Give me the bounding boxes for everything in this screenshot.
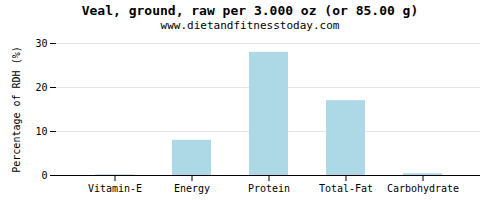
svg-text:20: 20	[35, 82, 47, 93]
svg-text:Percentage of RDH (%): Percentage of RDH (%)	[11, 46, 22, 172]
svg-text:10: 10	[35, 126, 47, 137]
svg-text:30: 30	[35, 38, 47, 49]
svg-text:Energy: Energy	[174, 183, 210, 194]
svg-text:0: 0	[41, 170, 47, 181]
svg-text:Vitamin-E: Vitamin-E	[88, 183, 142, 194]
svg-text:Carbohydrate: Carbohydrate	[387, 183, 459, 194]
svg-text:Protein: Protein	[248, 183, 290, 194]
html-text:Veal, ground, raw per 3.000 oz: Veal, ground, raw per 3.000 oz (or 85.00…	[81, 3, 419, 18]
svg-text:Total-Fat: Total-Fat	[319, 183, 373, 194]
html-text:www.dietandfitnesstoday.com: www.dietandfitnesstoday.com	[160, 19, 340, 32]
